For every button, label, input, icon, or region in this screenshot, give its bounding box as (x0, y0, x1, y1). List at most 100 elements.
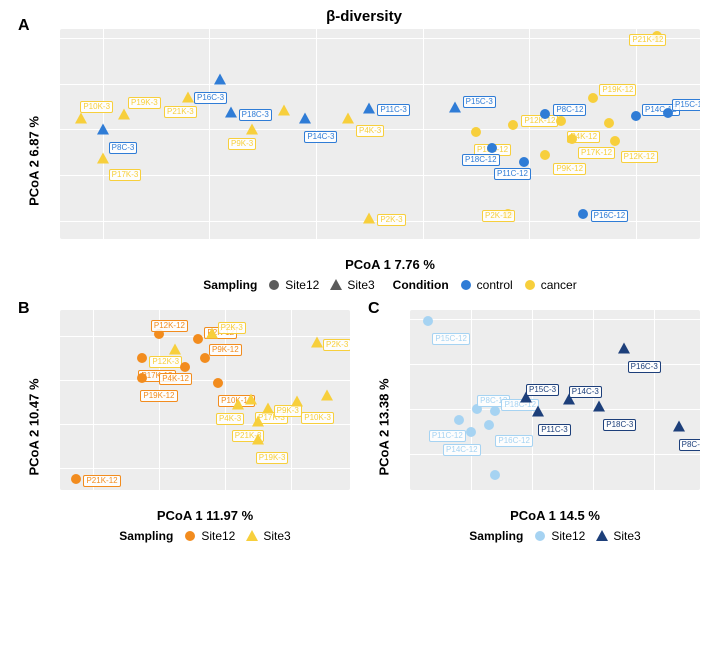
panel-a-legend: Sampling Site12 Site3 Condition control (60, 278, 720, 292)
legend-item-cancer: cancer (523, 278, 577, 292)
panel-c-legend: Sampling Site12 Site3 (410, 529, 700, 543)
legend-sampling-group-b: Sampling Site12 Site3 (119, 529, 290, 543)
data-point (192, 332, 204, 350)
point-label: P2K-12 (482, 210, 515, 222)
point-label: P19K-12 (140, 390, 177, 402)
data-point (470, 125, 482, 143)
panel-a-xlabel: PCoA 1 7.76 % (60, 257, 720, 272)
point-label: P11C-12 (429, 430, 466, 442)
legend-c-site3-label: Site3 (613, 529, 640, 543)
overall-title: β-diversity (8, 8, 720, 25)
point-label: P21K-3 (164, 106, 197, 118)
legend-condition-title: Condition (393, 278, 449, 292)
data-point (362, 102, 376, 121)
point-label: P8C-3 (109, 142, 138, 154)
data-point (117, 107, 131, 126)
point-label: P11C-3 (377, 104, 410, 116)
panel-c-ylabel: PCoA 2 13.38 % (377, 378, 392, 475)
point-label: P4K-3 (216, 413, 244, 425)
point-label: P4K-12 (159, 373, 192, 385)
panel-a-chart: -30-20-1001020-40-2002040P10K-3P8C-3P17K… (60, 29, 700, 239)
panel-b-xlabel: PCoA 1 11.97 % (60, 508, 350, 523)
point-label: P21K-3 (232, 430, 265, 442)
panel-letter-b: B (18, 300, 30, 318)
legend-item-site12-b: Site12 (183, 529, 235, 543)
data-point (74, 112, 88, 131)
point-label: P16C-3 (628, 361, 661, 373)
panel-b: B PCoA 2 10.47 % -40-20020-40-20020P21K-… (60, 310, 350, 543)
panel-letter-a: A (18, 17, 30, 35)
legend-sampling-title: Sampling (203, 278, 257, 292)
data-point (453, 413, 465, 431)
panel-b-legend: Sampling Site12 Site3 (60, 529, 350, 543)
point-label: P10K-3 (80, 101, 113, 113)
point-label: P18C-12 (501, 399, 539, 411)
data-point (603, 116, 615, 134)
point-label: P12K-3 (149, 356, 182, 368)
point-label: P15C-12 (432, 333, 470, 345)
point-label: P14C-3 (304, 131, 337, 143)
triangle-icon (329, 278, 343, 292)
circle-icon (459, 278, 473, 292)
panel-c: C PCoA 2 13.38 % -2002040-2502550P15C-12… (410, 310, 700, 543)
point-label: P9K-12 (553, 163, 586, 175)
point-label: P18C-12 (462, 154, 500, 166)
point-label: P12K-12 (521, 115, 558, 127)
triangle-icon (245, 529, 259, 543)
data-point (539, 148, 551, 166)
data-point (320, 388, 334, 407)
panel-b-chart: -40-20020-40-20020P21K-12P17K-12P19K-12P… (60, 310, 350, 490)
point-label: P2K-3 (218, 322, 246, 334)
data-point (617, 342, 631, 361)
legend-cancer-label: cancer (541, 278, 577, 292)
panel-letter-c: C (368, 300, 380, 318)
legend-item-site3-b: Site3 (245, 529, 290, 543)
data-point (341, 112, 355, 131)
point-label: P9K-3 (228, 138, 256, 150)
data-point (448, 101, 462, 120)
point-label: P14C-12 (443, 444, 481, 456)
data-point (483, 418, 495, 436)
circle-icon (267, 278, 281, 292)
figure-root: β-diversity A PCoA 2 6.87 % -30-20-10010… (8, 8, 720, 543)
legend-item-site12-c: Site12 (533, 529, 585, 543)
triangle-icon (595, 529, 609, 543)
panel-b-ylabel: PCoA 2 10.47 % (27, 378, 42, 475)
data-point (577, 207, 589, 225)
data-point (587, 91, 599, 109)
point-label: P9K-3 (274, 405, 302, 417)
point-label: P12K-12 (621, 151, 658, 163)
point-label: P19K-3 (128, 97, 161, 109)
point-label: P9K-12 (209, 344, 242, 356)
point-label: P15C-12 (672, 99, 700, 111)
legend-sampling-group: Sampling Site12 Site3 (203, 278, 374, 292)
legend-site3-label: Site3 (347, 278, 374, 292)
point-label: P4K-12 (567, 131, 600, 143)
legend-item-site3-c: Site3 (595, 529, 640, 543)
legend-b-site12-label: Site12 (201, 529, 235, 543)
legend-sampling-title-c: Sampling (469, 529, 523, 543)
point-label: P11C-12 (494, 168, 531, 180)
panel-a-ylabel: PCoA 2 6.87 % (27, 116, 42, 206)
point-label: P21K-12 (629, 34, 666, 46)
point-label: P17K-12 (578, 147, 615, 159)
point-label: P4K-3 (356, 125, 384, 137)
legend-item-site3: Site3 (329, 278, 374, 292)
panel-a: A PCoA 2 6.87 % -30-20-1001020-40-200204… (60, 29, 720, 292)
point-label: P10K-3 (301, 412, 334, 424)
data-point (224, 105, 238, 124)
data-point (310, 336, 324, 355)
data-point (212, 376, 224, 394)
legend-item-control: control (459, 278, 513, 292)
legend-b-site3-label: Site3 (263, 529, 290, 543)
panel-c-chart: -2002040-2502550P15C-12P11C-12P14C-12P8C… (410, 310, 700, 490)
point-label: P11C-3 (538, 424, 571, 436)
point-label: P2K-3 (377, 214, 405, 226)
data-point (136, 351, 148, 369)
circle-icon (533, 529, 547, 543)
point-label: P16C-12 (591, 210, 629, 222)
point-label: P10K-12 (218, 395, 255, 407)
point-label: P15C-3 (526, 384, 559, 396)
data-point (213, 72, 227, 91)
point-label: P19K-12 (599, 84, 636, 96)
